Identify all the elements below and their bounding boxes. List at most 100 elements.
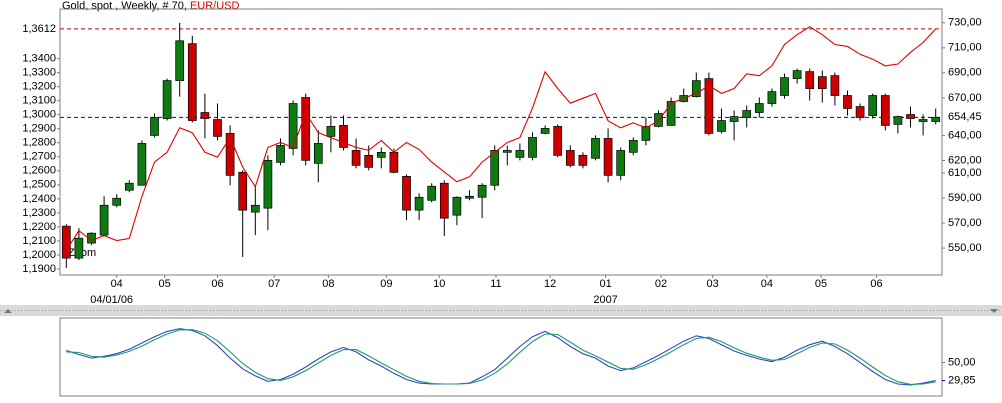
y-tick-label: 730,00 <box>948 17 982 29</box>
candle-body <box>817 76 827 89</box>
y-tick-label: 1,1900 <box>22 263 56 275</box>
candle-body <box>276 145 285 163</box>
series-line <box>65 26 937 251</box>
y-tick-label: 1,3000 <box>22 109 56 121</box>
y-tick-label: 1,2500 <box>22 179 56 191</box>
y-tick-label: 670,00 <box>948 92 982 104</box>
candle-body <box>565 150 575 166</box>
candle-body <box>603 138 613 176</box>
candle-body <box>490 150 500 186</box>
candle-body <box>238 172 248 211</box>
candle-body <box>250 204 260 213</box>
plot-frame <box>59 317 943 397</box>
candle-body <box>704 78 714 134</box>
x-tick-label: 05 <box>158 278 170 290</box>
x-tick-label: 08 <box>322 278 334 290</box>
candle-body <box>540 128 550 134</box>
y-tick-label: 1,3300 <box>22 67 56 79</box>
candle-body <box>616 150 626 176</box>
x-tick-label: 10 <box>433 278 445 290</box>
x-tick-label: 06 <box>211 278 223 290</box>
candle-body <box>351 150 361 166</box>
y-tick-label: 1,2400 <box>22 193 56 205</box>
y-tick-label: 640,00 <box>948 129 982 141</box>
x-tick-label: 05 <box>815 278 827 290</box>
candle-body <box>717 120 726 132</box>
candle-body <box>213 119 222 137</box>
candle-body <box>200 112 210 119</box>
series-line <box>66 328 936 386</box>
y-tick-label: 690,00 <box>948 67 982 79</box>
candle-body <box>830 75 840 96</box>
candle-body <box>868 95 878 116</box>
y-tick-label: 1,2800 <box>22 137 56 149</box>
y-tick-label: 550,00 <box>948 242 982 254</box>
candle-body <box>137 143 147 186</box>
candle-body <box>162 80 172 119</box>
candle-body <box>666 101 676 126</box>
panel: 50,00 29,85 <box>59 317 976 397</box>
x-tick-label: 07 <box>268 278 280 290</box>
candle-body <box>754 103 764 113</box>
y-tick-label: 1,2600 <box>22 165 56 177</box>
plot-frame <box>59 8 943 276</box>
chart-title: Gold, spot , Weekly, # 70, EUR/USD <box>62 0 239 12</box>
candle-body <box>893 116 903 125</box>
x-tick-label: 04 <box>111 278 123 290</box>
candle-body <box>742 110 752 118</box>
candle-body <box>780 77 789 96</box>
candle-body <box>729 116 739 122</box>
y-tick-label: 1,2300 <box>22 207 56 219</box>
candle-body <box>591 138 600 159</box>
candle-body <box>61 225 71 259</box>
candle-body <box>339 125 348 148</box>
y-tick-label: 1,3400 <box>22 53 56 65</box>
candle-body <box>628 140 638 153</box>
candle-body <box>326 126 336 137</box>
candle-body <box>578 154 588 166</box>
candle-body <box>175 40 185 81</box>
x-tick-label-secondary: 04/01/06 <box>90 294 133 306</box>
candle-body <box>691 80 701 97</box>
candle-body <box>641 126 651 141</box>
candle-body <box>112 197 122 206</box>
y-tick-label: 1,2900 <box>22 123 56 135</box>
series-name: EUR/USD <box>190 0 240 12</box>
candle-body <box>402 176 411 211</box>
x-tick-label: 09 <box>380 278 392 290</box>
candle-body <box>931 116 941 122</box>
candle-body <box>880 95 890 126</box>
title-text: Gold, spot , Weekly, # 70, <box>62 0 187 12</box>
x-tick-label: 12 <box>544 278 556 290</box>
candle-body <box>414 196 424 211</box>
last-value-label: 29,85 <box>948 374 976 386</box>
candle-body <box>87 232 96 244</box>
candle-body <box>313 143 323 164</box>
candle-body <box>918 119 928 122</box>
candle-body <box>263 159 273 209</box>
candle-body <box>187 43 197 121</box>
candle-body <box>427 185 437 201</box>
y-tick-label: 620,00 <box>948 154 982 166</box>
x-tick-label-secondary: 2007 <box>593 294 617 306</box>
y-tick-label: 50,00 <box>948 356 976 368</box>
candle-body <box>364 154 374 168</box>
candle-body <box>74 237 84 259</box>
y-tick-label: 570,00 <box>948 217 982 229</box>
candle-body <box>124 182 134 191</box>
candle-body <box>301 97 311 161</box>
candle-body <box>805 71 815 89</box>
candle-body <box>843 95 852 109</box>
panel: Zoom1,34001,33001,32001,31001,30001,2900… <box>22 8 982 306</box>
candle-body <box>225 133 235 176</box>
candle-body <box>906 114 915 119</box>
candle-body <box>515 150 525 158</box>
x-tick-label: 03 <box>707 278 719 290</box>
y-tick-label: 1,3200 <box>22 81 56 93</box>
candle-body <box>389 151 399 173</box>
candle-body <box>99 204 109 236</box>
candle-body <box>465 195 474 199</box>
x-tick-label: 11 <box>490 278 501 290</box>
candle-body <box>528 137 537 158</box>
